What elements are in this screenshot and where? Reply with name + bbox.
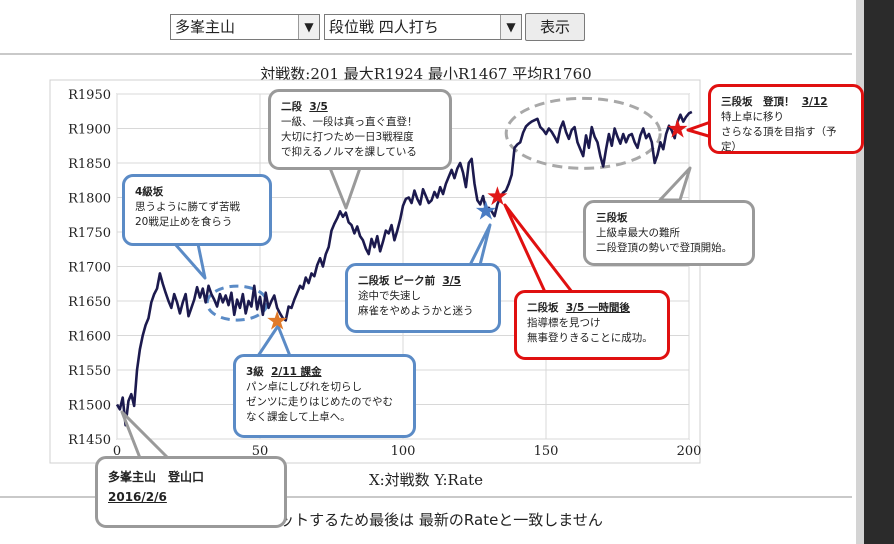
y-tick-label: R1650 <box>68 295 111 310</box>
y-tick-label: R1550 <box>68 364 111 379</box>
callout-line: 二段登頂の勢いで登頂開始。 <box>596 242 733 254</box>
star-nidan-icon: ★ <box>486 182 509 212</box>
callout-title: 三段坂 <box>596 212 628 224</box>
window-edge <box>852 0 894 544</box>
callout-3kyu: 3級 2/11 課金 パン卓にしびれを切らし ゼンツに走りはじめたのでやむ なく… <box>233 354 416 438</box>
y-tick-label: R1700 <box>68 261 111 276</box>
player-select[interactable]: 多峯主山 ▼ <box>170 14 320 40</box>
divider-bottom <box>0 496 852 498</box>
y-tick-label: R1800 <box>68 192 111 207</box>
callout-title: 4級坂 <box>135 186 164 198</box>
callout-title: 二段 <box>281 101 302 113</box>
footnote: プロットするため最後は 最新のRateと一致しません <box>249 511 603 529</box>
callout-date: 3/12 <box>801 96 828 108</box>
callout-line: 途中で失速し <box>358 290 421 302</box>
y-tick-label: R1950 <box>68 88 111 103</box>
callout-date: 2/11 課金 <box>271 366 322 378</box>
star-3kyu-icon: ★ <box>266 306 289 336</box>
series-line <box>115 110 693 427</box>
callout-start: 多峯主山 登山口 2016/2/6 <box>95 456 287 528</box>
callout-line: ゼンツに走りはじめたのでやむ <box>246 396 393 408</box>
callout-line: 20戦足止めを食らう <box>135 216 233 228</box>
plateau-ellipse <box>504 96 662 170</box>
axis-caption: X:対戦数 Y:Rate <box>368 471 484 489</box>
x-tick-label: 0 <box>113 444 121 459</box>
stats-line: 対戦数:201 最大R1924 最小R1467 平均R1760 <box>260 65 592 83</box>
callout-later: 二段坂 3/5 一時間後 指導標を見つけ 無事登りきることに成功。 <box>514 290 670 360</box>
callout-title: 二段坂 <box>527 302 559 314</box>
callout-line: さらなる頂を目指す（予定） <box>721 126 837 153</box>
y-tick-label: R1600 <box>68 330 111 345</box>
x-tick-label: 200 <box>677 444 702 459</box>
callout-line: 無事登りきることに成功。 <box>527 332 653 344</box>
mode-select[interactable]: 段位戦 四人打ち ▼ <box>324 14 522 40</box>
callout-date: 3/5 一時間後 <box>565 302 630 314</box>
callout-title: 多峯主山 登山口 <box>108 470 205 484</box>
x-tick-label: 100 <box>391 444 416 459</box>
y-tick-label: R1450 <box>68 433 111 448</box>
x-tick-label: 150 <box>534 444 559 459</box>
callout-line: 麻雀をやめようかと迷う <box>358 305 474 317</box>
callout-title: 三段坂 登頂！ <box>721 96 795 108</box>
callout-4kyu: 4級坂 思うように勝てず苦戦 20戦足止めを食らう <box>122 174 272 246</box>
divider-top <box>0 53 852 55</box>
callout-line: で抑えるノルマを課している <box>281 146 417 158</box>
callout-top: 三段坂 登頂！ 3/12 特上卓に移り さらなる頂を目指す（予定） <box>708 84 864 154</box>
x-tick-label: 50 <box>252 444 269 459</box>
star-peak-icon: ★ <box>474 197 497 227</box>
callout-line: 指導標を見つけ <box>527 317 601 329</box>
callout-peak: 二段坂 ピーク前 3/5 途中で失速し 麻雀をやめようかと迷う <box>345 263 501 333</box>
y-tick-label: R1900 <box>68 123 111 138</box>
star-sandan-icon: ★ <box>666 115 689 145</box>
y-tick-label: R1750 <box>68 226 111 241</box>
callout-line: 一級、一段は真っ直ぐ直登！ <box>281 116 418 128</box>
callout-line: 上級卓最大の難所 <box>596 227 680 239</box>
callout-line: パン卓にしびれを切らし <box>246 381 363 393</box>
callout-sandan: 三段坂 上級卓最大の難所 二段登頂の勢いで登頂開始。 <box>583 200 755 266</box>
callout-line: 特上卓に移り <box>721 111 784 123</box>
callout-title: 二段坂 ピーク前 <box>358 275 436 287</box>
y-tick-label: R1850 <box>68 157 111 172</box>
chevron-down-icon[interactable]: ▼ <box>298 15 319 39</box>
callout-title: 3級 <box>246 366 264 378</box>
callout-line: なく課金して上卓へ。 <box>246 411 351 423</box>
player-select-value: 多峯主山 <box>175 18 236 36</box>
callout-date: 3/5 <box>442 275 461 287</box>
callout-nidan-1: 二段 3/5 一級、一段は真っ直ぐ直登！ 大切に打つため一日3戦程度 で抑えるノ… <box>268 89 452 170</box>
chevron-down-icon[interactable]: ▼ <box>500 15 521 39</box>
callout-line: 大切に打つため一日3戦程度 <box>281 131 414 143</box>
callout-line: 思うように勝てず苦戦 <box>135 201 240 213</box>
callout-date: 2016/2/6 <box>108 490 167 504</box>
callout-date: 3/5 <box>309 101 328 113</box>
show-button[interactable]: 表示 <box>525 13 585 41</box>
mode-select-value: 段位戦 四人打ち <box>329 18 439 36</box>
y-tick-label: R1500 <box>68 399 111 414</box>
